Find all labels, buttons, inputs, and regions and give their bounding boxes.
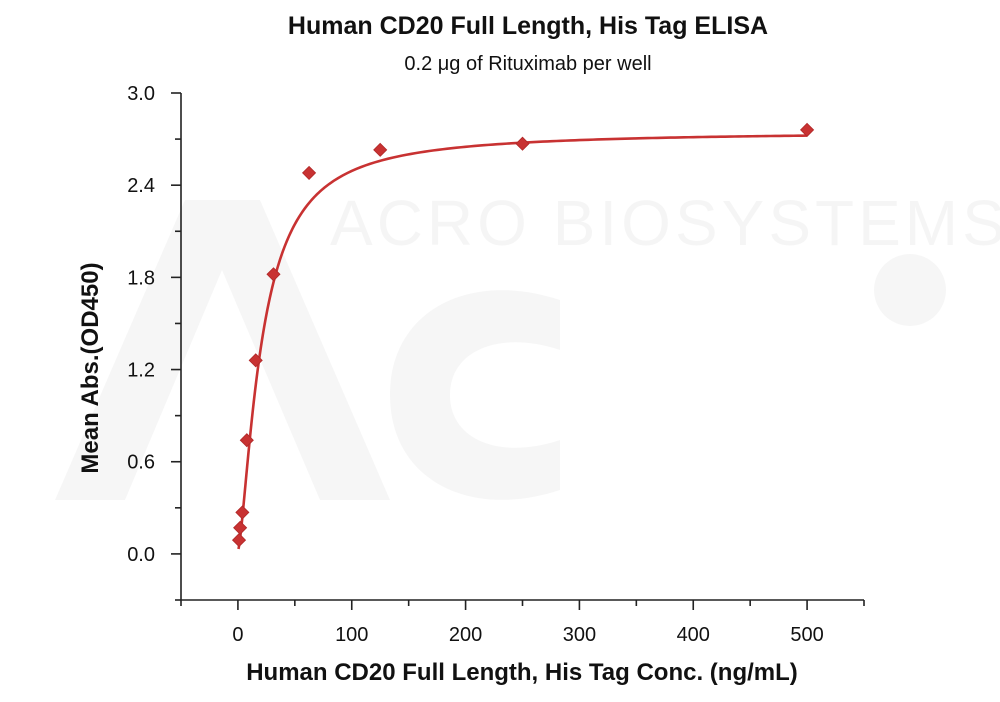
y-tick-label: 1.2 xyxy=(127,360,155,382)
watermark-text: ACRO BIOSYSTEMS xyxy=(330,187,1000,259)
x-tick-label: 200 xyxy=(449,624,482,646)
x-ticks: 0 100 200 300 400 500 xyxy=(180,600,865,646)
data-point xyxy=(233,520,248,535)
watermark-c-shape xyxy=(390,290,560,500)
x-tick-label: 500 xyxy=(790,624,823,646)
data-point xyxy=(239,433,254,448)
y-tick-label: 1.8 xyxy=(127,267,155,289)
plot-area xyxy=(231,122,815,550)
x-tick-label: 100 xyxy=(335,624,368,646)
x-axis-label: Human CD20 Full Length, His Tag Conc. (n… xyxy=(246,659,798,686)
y-tick-label: 0.0 xyxy=(127,544,155,566)
y-ticks: 0.0 0.6 1.2 1.8 2.4 3.0 xyxy=(127,83,181,601)
chart-title: Human CD20 Full Length, His Tag ELISA xyxy=(288,12,768,40)
y-tick-label: 2.4 xyxy=(127,175,155,197)
chart-subtitle: 0.2 μg of Rituximab per well xyxy=(404,53,651,75)
data-point xyxy=(248,353,263,368)
data-point xyxy=(266,267,281,282)
data-point xyxy=(373,142,388,157)
data-point xyxy=(235,505,250,520)
data-point xyxy=(800,122,815,137)
watermark: ACRO BIOSYSTEMS xyxy=(55,187,1000,500)
data-point xyxy=(515,136,530,151)
y-tick-label: 0.6 xyxy=(127,452,155,474)
fit-curve xyxy=(237,134,808,550)
y-tick-label: 3.0 xyxy=(127,83,155,105)
data-point xyxy=(301,165,317,180)
x-tick-label: 300 xyxy=(563,624,596,646)
x-tick-label: 0 xyxy=(232,624,243,646)
data-point xyxy=(231,533,247,548)
watermark-dot xyxy=(874,254,946,326)
y-axis-label: Mean Abs.(OD450) xyxy=(77,262,104,473)
x-tick-label: 400 xyxy=(677,624,710,646)
